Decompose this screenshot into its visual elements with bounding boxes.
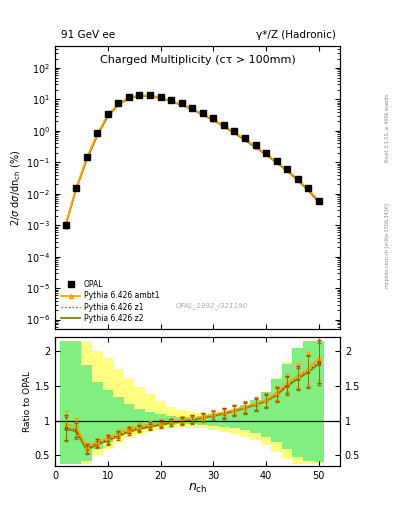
X-axis label: $n_{\rm ch}$: $n_{\rm ch}$ (188, 482, 207, 495)
Y-axis label: Ratio to OPAL: Ratio to OPAL (23, 371, 32, 432)
Text: Rivet 3.1.10, ≥ 400k events: Rivet 3.1.10, ≥ 400k events (385, 94, 390, 162)
Text: mcplots.cern.ch [arXiv:1306.3436]: mcplots.cern.ch [arXiv:1306.3436] (385, 203, 390, 288)
Text: OPAL_1992_I321190: OPAL_1992_I321190 (176, 303, 248, 309)
Text: 91 GeV ee: 91 GeV ee (61, 30, 115, 40)
Legend: OPAL, Pythia 6.426 ambt1, Pythia 6.426 z1, Pythia 6.426 z2: OPAL, Pythia 6.426 ambt1, Pythia 6.426 z… (59, 278, 162, 325)
Y-axis label: 2/$\sigma$ d$\sigma$/dn$_{\rm ch}$ (%): 2/$\sigma$ d$\sigma$/dn$_{\rm ch}$ (%) (9, 150, 23, 226)
Text: Charged Multiplicity (cτ > 100mm): Charged Multiplicity (cτ > 100mm) (99, 55, 296, 65)
Text: γ*/Z (Hadronic): γ*/Z (Hadronic) (256, 30, 336, 40)
